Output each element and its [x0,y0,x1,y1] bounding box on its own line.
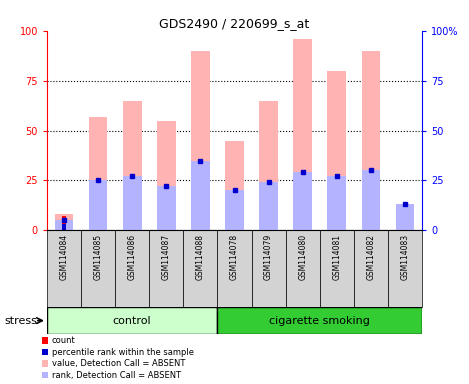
Legend: count, percentile rank within the sample, value, Detection Call = ABSENT, rank, : count, percentile rank within the sample… [42,336,194,380]
Bar [225,141,244,230]
Bar [54,220,73,230]
Text: GSM114087: GSM114087 [162,234,171,280]
Text: GSM114080: GSM114080 [298,234,307,280]
Bar [320,230,354,307]
Bar [218,230,251,307]
Bar [327,71,346,230]
Bar [218,307,422,334]
Bar [225,190,244,230]
Text: cigarette smoking: cigarette smoking [269,316,370,326]
Bar [149,230,183,307]
Bar [54,214,73,230]
Bar [157,121,176,230]
Bar [62,224,66,230]
Bar [191,51,210,230]
Bar [89,180,107,230]
Bar [123,177,142,230]
Bar [327,177,346,230]
Bar [259,182,278,230]
Bar [47,230,81,307]
Text: GSM114079: GSM114079 [264,234,273,280]
Text: control: control [113,316,151,326]
Bar [362,51,380,230]
Bar [81,230,115,307]
Bar [62,217,66,230]
Text: GSM114086: GSM114086 [128,234,136,280]
Title: GDS2490 / 220699_s_at: GDS2490 / 220699_s_at [159,17,310,30]
Bar [89,117,107,230]
Bar [286,230,320,307]
Bar [259,101,278,230]
Bar [123,101,142,230]
Text: GSM114085: GSM114085 [93,234,103,280]
Bar [362,170,380,230]
Text: GSM114083: GSM114083 [401,234,409,280]
Bar [157,187,176,230]
Bar [251,230,286,307]
Bar [388,230,422,307]
Bar [293,172,312,230]
Bar [183,230,218,307]
Text: GSM114082: GSM114082 [366,234,376,280]
Bar [293,39,312,230]
Text: GSM114078: GSM114078 [230,234,239,280]
Text: GSM114084: GSM114084 [60,234,68,280]
Text: GSM114088: GSM114088 [196,234,205,280]
Text: stress: stress [5,316,38,326]
Text: GSM114081: GSM114081 [333,234,341,280]
Bar [115,230,149,307]
Bar [396,204,415,230]
Bar [47,307,218,334]
Bar [354,230,388,307]
Bar [396,207,415,230]
Bar [191,161,210,230]
